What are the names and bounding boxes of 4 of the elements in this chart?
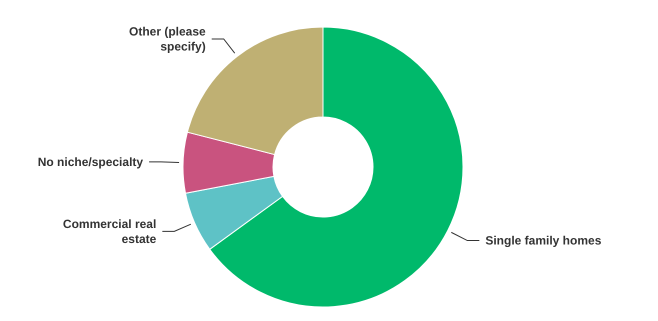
- slice-label: No niche/specialty: [38, 154, 144, 169]
- slice-label: Single family homes: [485, 234, 602, 248]
- slice-label: Commercial real estate: [62, 216, 157, 246]
- slice-label: Other (please specify): [129, 24, 206, 54]
